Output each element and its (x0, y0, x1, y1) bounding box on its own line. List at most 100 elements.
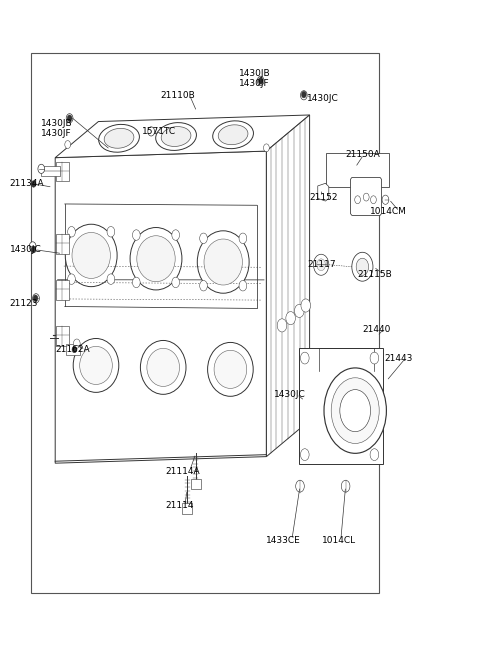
Circle shape (301, 91, 306, 98)
Circle shape (172, 277, 180, 288)
Bar (191, 479, 201, 489)
Circle shape (370, 449, 379, 461)
Text: 1430JB
1430JF: 1430JB 1430JF (239, 70, 270, 88)
Circle shape (295, 304, 304, 317)
Bar (326, 153, 389, 187)
Ellipse shape (73, 338, 119, 392)
Text: 21123: 21123 (10, 299, 38, 308)
Circle shape (317, 259, 325, 271)
Circle shape (370, 352, 379, 364)
Bar (31, 53, 379, 593)
Circle shape (257, 76, 264, 85)
Polygon shape (55, 151, 266, 463)
Circle shape (73, 339, 80, 348)
Circle shape (132, 277, 140, 288)
Circle shape (300, 352, 309, 364)
Ellipse shape (65, 224, 117, 286)
Circle shape (352, 252, 373, 281)
Ellipse shape (147, 348, 180, 386)
Circle shape (239, 281, 247, 291)
Circle shape (277, 319, 287, 332)
Ellipse shape (72, 233, 110, 279)
Text: 21150A: 21150A (346, 150, 380, 159)
Bar (56, 326, 69, 346)
Circle shape (264, 144, 269, 152)
Circle shape (331, 378, 379, 443)
Circle shape (355, 196, 360, 204)
Circle shape (31, 246, 36, 253)
Circle shape (72, 346, 77, 353)
Text: 1430JC: 1430JC (307, 94, 339, 103)
FancyBboxPatch shape (350, 177, 382, 215)
Ellipse shape (161, 127, 191, 147)
Circle shape (371, 196, 376, 204)
Circle shape (66, 114, 73, 123)
Text: 21152: 21152 (310, 193, 338, 202)
Ellipse shape (204, 239, 242, 285)
Bar (182, 503, 192, 514)
Circle shape (200, 233, 207, 244)
Text: 1433CE: 1433CE (266, 535, 301, 545)
Text: 1014CL: 1014CL (322, 535, 356, 545)
Ellipse shape (80, 346, 112, 384)
Circle shape (68, 274, 75, 284)
Ellipse shape (156, 123, 196, 150)
Circle shape (300, 449, 309, 461)
Circle shape (29, 242, 36, 251)
Circle shape (356, 258, 369, 275)
Text: 1430JC: 1430JC (274, 390, 305, 399)
Circle shape (296, 480, 304, 492)
Ellipse shape (213, 121, 253, 148)
Circle shape (107, 274, 115, 284)
Polygon shape (55, 115, 310, 158)
Circle shape (258, 78, 263, 84)
Text: 21162A: 21162A (55, 345, 90, 354)
Ellipse shape (137, 236, 175, 282)
Circle shape (286, 311, 296, 325)
Ellipse shape (99, 124, 139, 152)
Text: 21440: 21440 (362, 325, 391, 334)
Circle shape (65, 141, 71, 148)
Text: 1014CM: 1014CM (370, 207, 407, 216)
Circle shape (324, 368, 386, 453)
Ellipse shape (104, 128, 134, 148)
Bar (56, 162, 69, 181)
Ellipse shape (197, 231, 249, 293)
Circle shape (107, 227, 115, 237)
Circle shape (300, 91, 307, 100)
Ellipse shape (130, 227, 182, 290)
Bar (41, 166, 60, 176)
Text: 1430JC: 1430JC (10, 245, 41, 254)
Circle shape (33, 294, 39, 303)
Polygon shape (266, 115, 310, 457)
Circle shape (148, 127, 155, 136)
Circle shape (132, 230, 140, 240)
Circle shape (239, 233, 247, 244)
Bar (56, 234, 69, 254)
Circle shape (38, 164, 45, 173)
Text: 1430JB
1430JF: 1430JB 1430JF (41, 119, 72, 137)
Ellipse shape (140, 340, 186, 394)
Circle shape (313, 254, 329, 275)
Bar (299, 348, 383, 464)
Text: 21117: 21117 (307, 260, 336, 269)
Text: 21114A: 21114A (166, 466, 200, 476)
Text: 21115B: 21115B (358, 270, 392, 279)
Circle shape (341, 480, 350, 492)
Text: 1571TC: 1571TC (142, 127, 176, 136)
Ellipse shape (214, 350, 247, 388)
Ellipse shape (218, 125, 248, 145)
Circle shape (301, 299, 311, 312)
Circle shape (200, 281, 207, 291)
Text: 21114: 21114 (166, 501, 194, 510)
Circle shape (363, 193, 369, 201)
Text: 21134A: 21134A (10, 179, 44, 189)
Text: 21110B: 21110B (161, 91, 195, 100)
Ellipse shape (207, 342, 253, 396)
Circle shape (33, 295, 38, 302)
Circle shape (68, 227, 75, 237)
Polygon shape (318, 183, 329, 201)
Circle shape (382, 195, 389, 204)
Circle shape (340, 390, 371, 432)
Circle shape (31, 181, 36, 187)
